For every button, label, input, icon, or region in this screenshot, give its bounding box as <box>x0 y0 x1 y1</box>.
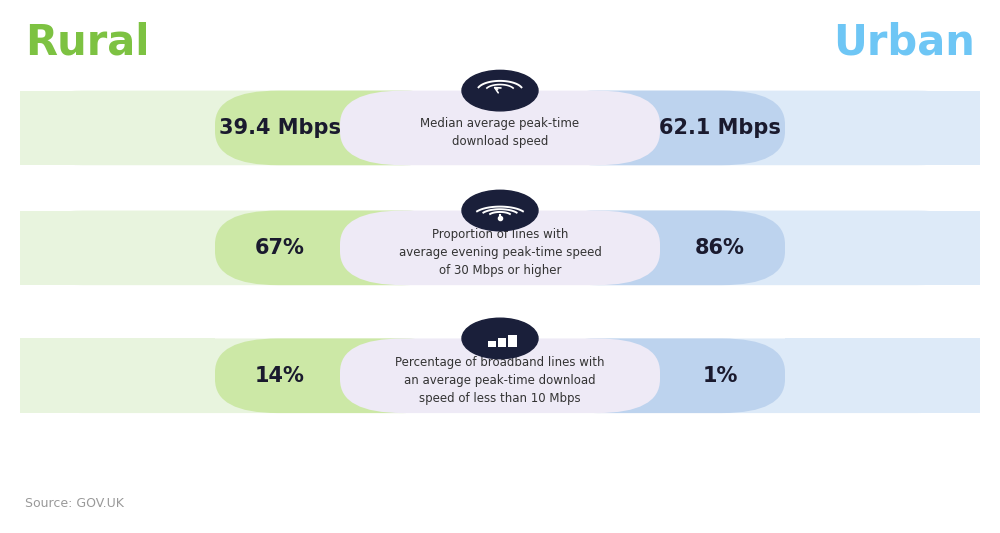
FancyBboxPatch shape <box>20 91 465 165</box>
Text: Percentage of broadband lines with
an average peak-time download
speed of less t: Percentage of broadband lines with an av… <box>395 356 605 405</box>
FancyBboxPatch shape <box>20 211 465 285</box>
FancyBboxPatch shape <box>535 338 980 413</box>
Circle shape <box>462 318 538 359</box>
Text: 1%: 1% <box>702 366 738 386</box>
Text: 67%: 67% <box>255 238 305 258</box>
FancyBboxPatch shape <box>20 338 465 413</box>
FancyBboxPatch shape <box>535 211 980 285</box>
FancyBboxPatch shape <box>535 338 785 413</box>
Text: Source: GOV.UK: Source: GOV.UK <box>25 497 124 510</box>
FancyBboxPatch shape <box>535 91 980 165</box>
Bar <box>508 335 517 346</box>
Text: 14%: 14% <box>255 366 305 386</box>
Bar <box>498 338 506 346</box>
Bar <box>785 338 980 413</box>
FancyBboxPatch shape <box>215 338 465 413</box>
Bar <box>20 91 215 165</box>
Text: Median average peak-time
download speed: Median average peak-time download speed <box>420 117 580 148</box>
FancyBboxPatch shape <box>215 211 465 285</box>
Bar <box>785 91 980 165</box>
FancyBboxPatch shape <box>340 211 660 285</box>
Bar <box>785 211 980 285</box>
Bar <box>20 338 215 413</box>
Circle shape <box>462 190 538 231</box>
Text: 39.4 Mbps: 39.4 Mbps <box>219 118 341 138</box>
FancyBboxPatch shape <box>535 211 785 285</box>
Text: 86%: 86% <box>695 238 745 258</box>
Text: Proportion of lines with
average evening peak-time speed
of 30 Mbps or higher: Proportion of lines with average evening… <box>399 228 601 277</box>
Bar <box>488 341 496 346</box>
Text: Rural: Rural <box>25 22 150 63</box>
FancyBboxPatch shape <box>215 91 465 165</box>
FancyBboxPatch shape <box>340 91 660 165</box>
FancyBboxPatch shape <box>535 91 785 165</box>
Text: 62.1 Mbps: 62.1 Mbps <box>659 118 781 138</box>
Text: Urban: Urban <box>833 22 975 63</box>
Bar <box>20 211 215 285</box>
FancyBboxPatch shape <box>340 338 660 413</box>
Circle shape <box>462 70 538 111</box>
